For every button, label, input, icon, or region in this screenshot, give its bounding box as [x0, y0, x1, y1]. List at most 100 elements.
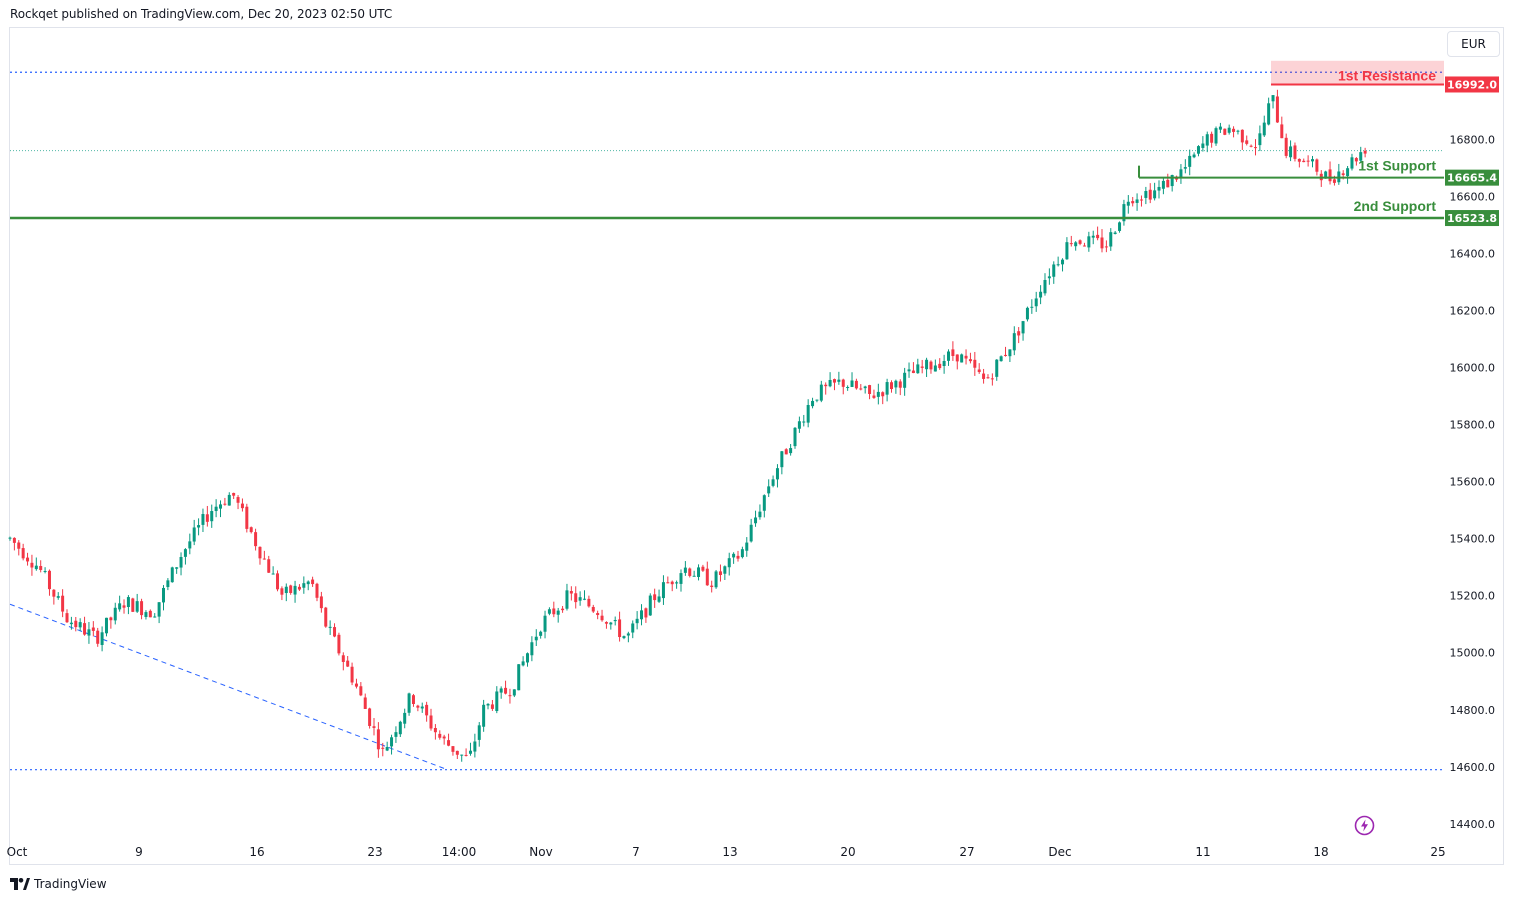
candle-body	[942, 361, 946, 367]
candle-body	[104, 617, 108, 634]
candle-body	[1144, 191, 1148, 198]
candle-body	[705, 568, 709, 586]
candle-body	[666, 582, 670, 584]
candle-body	[679, 573, 683, 584]
candle-body	[653, 594, 657, 601]
candle-body	[1253, 147, 1257, 149]
candle-body	[1065, 242, 1069, 260]
candle-body	[170, 567, 174, 583]
lightning-bolt-icon[interactable]	[1354, 815, 1375, 836]
candle-body	[1166, 179, 1170, 188]
candle-body	[1275, 96, 1279, 123]
candle-body	[201, 514, 205, 525]
candle-body	[205, 514, 209, 522]
candle-body	[749, 524, 753, 542]
candle-body	[210, 511, 214, 522]
candle-body	[131, 598, 135, 612]
price-tag-label: 16992.0	[1447, 78, 1497, 91]
tradingview-logo-icon[interactable]	[10, 878, 30, 890]
candle-body	[47, 570, 51, 590]
x-tick-label: Dec	[1048, 845, 1071, 859]
y-tick-label: 16200.0	[1450, 304, 1496, 317]
candle-body	[293, 585, 297, 595]
candle-body	[1267, 103, 1271, 125]
candle-body	[543, 615, 547, 632]
candle-body	[951, 349, 955, 356]
candle-body	[1232, 128, 1236, 132]
candle-body	[889, 382, 893, 390]
candle-body	[394, 732, 398, 737]
candle-body	[1302, 160, 1306, 163]
candle-body	[583, 598, 587, 600]
candle-body	[1332, 179, 1336, 183]
candle-body	[61, 595, 65, 612]
candle-body	[692, 575, 696, 577]
x-tick-label: Oct	[7, 845, 28, 859]
candle-body	[925, 359, 929, 370]
currency-button[interactable]: EUR	[1447, 31, 1500, 57]
candle-body	[863, 386, 867, 389]
candle-body	[999, 356, 1003, 362]
candle-body	[771, 479, 775, 486]
candle-body	[464, 754, 468, 756]
candle-body	[232, 492, 236, 496]
candle-body	[710, 585, 714, 587]
candle-body	[1192, 154, 1196, 158]
y-tick-label: 16600.0	[1450, 190, 1496, 203]
candle-body	[1306, 160, 1310, 162]
candle-body	[911, 370, 915, 374]
candle-body	[1210, 133, 1214, 143]
candle-body	[284, 586, 288, 594]
candle-body	[56, 596, 60, 598]
candle-body	[350, 666, 354, 683]
candle-body	[490, 704, 494, 709]
candle-body	[591, 606, 595, 612]
candle-body	[140, 601, 144, 616]
y-tick-label: 15400.0	[1450, 533, 1496, 546]
y-tick-label: 14600.0	[1450, 761, 1496, 774]
candle-body	[271, 573, 275, 575]
candle-body	[363, 697, 367, 709]
candle-body	[1148, 189, 1152, 200]
candle-body	[411, 695, 415, 705]
candle-body	[806, 404, 810, 423]
candle-body	[1056, 264, 1060, 266]
x-tick-label: 18	[1313, 845, 1328, 859]
candle-body	[885, 382, 889, 395]
x-tick-label: 14:00	[442, 845, 477, 859]
candle-body	[552, 608, 556, 615]
candle-body	[547, 609, 551, 614]
y-tick-label: 14800.0	[1450, 704, 1496, 717]
candle-body	[661, 582, 665, 599]
y-tick-label: 15000.0	[1450, 647, 1496, 660]
candle-body	[740, 549, 744, 558]
candle-body	[1008, 349, 1012, 357]
candle-body	[258, 546, 262, 559]
x-tick-label: 27	[959, 845, 974, 859]
candle-body	[359, 686, 363, 696]
candle-body	[517, 664, 521, 691]
candle-body	[1214, 128, 1218, 144]
candle-body	[385, 746, 389, 751]
candle-body	[126, 597, 130, 608]
candle-body	[113, 607, 117, 621]
candle-body	[1328, 169, 1332, 182]
candle-body	[929, 361, 933, 370]
candle-body	[784, 449, 788, 455]
candle-body	[1030, 306, 1034, 308]
candle-body	[1354, 158, 1358, 162]
candle-body	[802, 421, 806, 423]
candle-body	[907, 369, 911, 372]
candle-body	[968, 359, 972, 362]
candle-body	[640, 610, 644, 620]
candle-body	[986, 377, 990, 379]
candle-body	[276, 573, 280, 590]
candle-body	[240, 503, 244, 509]
candle-body	[1104, 246, 1108, 248]
footer-brand[interactable]: TradingView	[34, 877, 107, 891]
candle-body	[758, 511, 762, 518]
candle-body	[451, 746, 455, 752]
candle-body	[1061, 259, 1065, 265]
candle-body	[96, 630, 100, 644]
